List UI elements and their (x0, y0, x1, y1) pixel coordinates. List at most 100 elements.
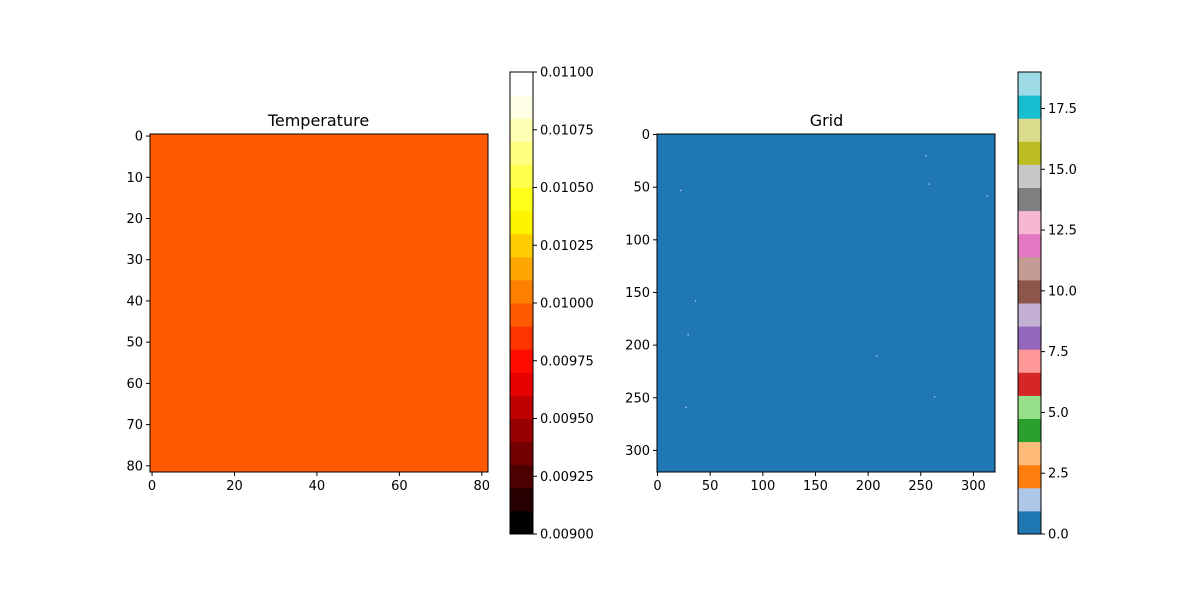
grid-colorbar-tick-label: 0.0 (1048, 528, 1069, 543)
grid-colorbar-cell (1018, 279, 1041, 304)
grid-y-tick-label: 200 (625, 339, 650, 354)
temperature-y-tick-label: 60 (126, 377, 143, 392)
grid-colorbar-cell (1018, 464, 1041, 489)
grid-colorbar-cell (1018, 372, 1041, 396)
temperature-y-tick-label: 0 (135, 130, 143, 145)
grid-colorbar-cell (1018, 95, 1041, 119)
grid-colorbar-cell (1018, 164, 1041, 188)
grid-y-tick-label: 300 (625, 444, 650, 459)
grid-colorbar-cell (1018, 487, 1041, 512)
grid-panel: Grid 0 50 100 150 200 250 300 0 50 100 150 200 250 3… (625, 111, 996, 494)
grid-x-tick-label: 0 (653, 479, 661, 494)
temperature-colorbar-cell (510, 395, 533, 419)
grid-colorbar-tick-label: 7.5 (1048, 345, 1069, 360)
grid-colorbar-tick-label: 17.5 (1048, 102, 1077, 117)
grid-sparse-point (925, 154, 927, 157)
temperature-colorbar-cell (510, 349, 533, 373)
temperature-colorbar-cell (510, 210, 533, 235)
grid-axes-frame (656, 133, 996, 473)
temperature-y-tick-label: 10 (126, 171, 143, 186)
grid-x-tick-label: 250 (908, 479, 933, 494)
temperature-colorbar-cell (510, 510, 533, 535)
grid-colorbar-tick-label: 2.5 (1048, 467, 1069, 482)
grid-colorbar-cell (1018, 510, 1041, 535)
grid-colorbar-cell (1018, 418, 1041, 443)
grid-colorbar-frame (1017, 71, 1042, 535)
temperature-y-tick-label: 50 (126, 336, 143, 351)
temperature-colorbar-cell (510, 372, 533, 396)
temperature-colorbar-cell (510, 418, 533, 443)
temperature-colorbar-cell (510, 233, 533, 258)
temperature-y-tick-label: 30 (126, 253, 143, 268)
grid-y-tick-label: 150 (625, 286, 650, 301)
temperature-x-tick-label: 80 (474, 479, 491, 494)
temperature-y-ticks: 0 10 20 30 40 50 60 70 80 (126, 130, 150, 474)
temperature-colorbar-cell (510, 326, 533, 350)
grid-sparse-point (687, 333, 689, 336)
temperature-colorbar-tick-label: 0.01075 (540, 123, 594, 138)
grid-x-tick-label: 50 (702, 479, 719, 494)
temperature-y-tick-label: 20 (126, 212, 143, 227)
temperature-colorbar-tick-label: 0.00925 (540, 470, 594, 485)
grid-colorbar-cell (1018, 303, 1041, 327)
grid-sparse-point (986, 194, 988, 197)
grid-sparse-point (685, 406, 687, 409)
grid-colorbar-ticks: 0.0 2.5 5.0 7.5 10.0 12.5 15.0 17.5 (1041, 102, 1077, 543)
grid-y-tick-label: 250 (625, 391, 650, 406)
temperature-colorbar-cells (510, 72, 533, 535)
grid-colorbar-tick-label: 10.0 (1048, 284, 1077, 299)
grid-colorbar-cell (1018, 187, 1041, 212)
temperature-colorbar-tick-label: 0.01025 (540, 239, 594, 254)
grid-y-tick-label: 100 (625, 233, 650, 248)
grid-sparse-point (928, 183, 930, 185)
grid-y-tick-label: 50 (633, 181, 650, 196)
temperature-x-ticks: 0 20 40 60 80 (148, 472, 490, 494)
temperature-colorbar-cell (510, 118, 533, 142)
grid-sparse-point (875, 355, 878, 357)
grid-x-ticks: 0 50 100 150 200 250 300 (653, 472, 986, 494)
grid-colorbar-cells (1018, 72, 1041, 535)
grid-colorbar-tick-label: 5.0 (1048, 406, 1069, 421)
temperature-panel: Temperature 0 20 40 60 80 0 10 20 30 40 50 60 70 80 (126, 111, 490, 494)
grid-colorbar-cell (1018, 141, 1041, 165)
temperature-colorbar-cell (510, 187, 533, 212)
grid-colorbar-cell (1018, 349, 1041, 373)
grid-sparse-point (680, 189, 682, 192)
grid-x-tick-label: 100 (750, 479, 775, 494)
grid-sparse-point (694, 300, 697, 302)
temperature-colorbar-cell (510, 487, 533, 512)
grid-colorbar-cell (1018, 395, 1041, 419)
grid-y-tick-label: 0 (642, 128, 650, 143)
grid-sparse-point (933, 396, 936, 398)
grid-x-tick-label: 200 (856, 479, 881, 494)
grid-x-tick-label: 150 (803, 479, 828, 494)
grid-colorbar-cell (1018, 441, 1041, 466)
temperature-colorbar-cell (510, 441, 533, 466)
temperature-colorbar-ticks: 0.00900 0.00925 0.00950 0.00975 0.01000 0.010… (533, 66, 594, 543)
grid-title: Grid (810, 111, 844, 130)
grid-colorbar-cell (1018, 72, 1041, 96)
temperature-x-tick-label: 60 (391, 479, 408, 494)
temperature-x-tick-label: 0 (148, 479, 156, 494)
grid-colorbar-cell (1018, 210, 1041, 235)
temperature-colorbar-cell (510, 95, 533, 119)
grid-sparse-points (680, 154, 988, 409)
grid-colorbar-tick-label: 15.0 (1048, 163, 1077, 178)
temperature-y-tick-label: 40 (126, 294, 143, 309)
temperature-colorbar-cell (510, 72, 533, 96)
temperature-x-tick-label: 40 (309, 479, 326, 494)
grid-y-ticks: 0 50 100 150 200 250 300 (625, 128, 657, 459)
grid-colorbar-cell (1018, 233, 1041, 258)
grid-x-tick-label: 300 (961, 479, 986, 494)
temperature-colorbar-cell (510, 464, 533, 489)
temperature-heatmap (150, 134, 488, 472)
temperature-colorbar-tick-label: 0.00950 (540, 412, 594, 427)
grid-colorbar-tick-label: 12.5 (1048, 224, 1077, 239)
temperature-title: Temperature (267, 111, 369, 130)
temperature-axes-frame (149, 133, 489, 473)
temperature-y-tick-label: 70 (126, 418, 143, 433)
temperature-colorbar-tick-label: 0.00900 (540, 528, 594, 543)
temperature-colorbar-cell (510, 141, 533, 165)
temperature-colorbar-cell (510, 303, 533, 327)
